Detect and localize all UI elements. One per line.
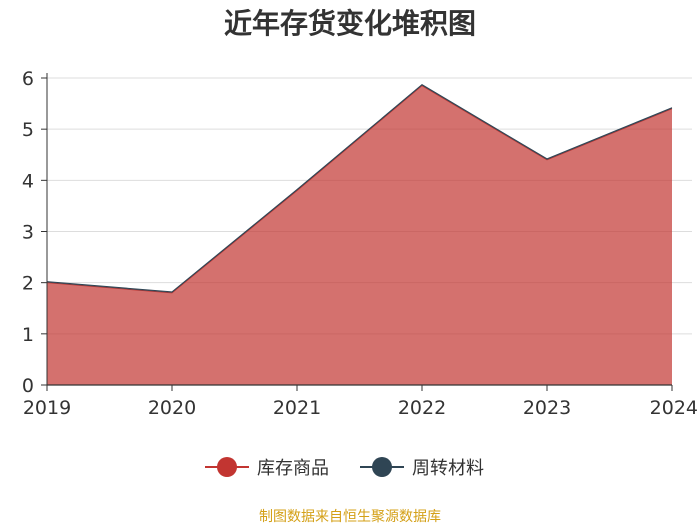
legend-label: 库存商品	[257, 458, 329, 479]
x-tick-label: 2022	[398, 397, 446, 419]
y-tick-label: 6	[22, 68, 34, 90]
y-tick-label: 5	[22, 119, 34, 141]
y-tick-label: 2	[22, 273, 34, 295]
line-series-1	[46, 85, 673, 294]
area-series-1	[47, 85, 672, 386]
x-tick-label: 2023	[523, 397, 571, 419]
y-tick-label: 0	[22, 375, 34, 397]
y-tick-label: 1	[22, 324, 34, 346]
legend-label: 周转材料	[412, 458, 484, 479]
legend-item-2[interactable]: 周转材料	[360, 457, 484, 479]
legend-marker	[217, 457, 237, 477]
line-series-2	[46, 84, 673, 293]
y-tick-label: 4	[22, 170, 34, 192]
legend-marker	[372, 457, 392, 477]
x-tick-labels: 2019 2020 2021 2022 2023 2024	[23, 397, 698, 419]
x-tick-label: 2021	[273, 397, 321, 419]
y-tick-label: 3	[22, 222, 34, 244]
legend[interactable]: 库存商品 周转材料	[205, 457, 484, 479]
x-tick-label: 2020	[148, 397, 196, 419]
axes	[46, 73, 673, 391]
chart-title: 近年存货变化堆积图	[224, 7, 476, 40]
source-note: 制图数据来自恒生聚源数据库	[259, 509, 441, 525]
y-tick-labels: 0 1 2 3 4 5 6	[22, 68, 34, 397]
x-tick-label: 2019	[23, 397, 71, 419]
legend-item-1[interactable]: 库存商品	[205, 457, 329, 479]
x-tick-label: 2024	[650, 397, 698, 419]
series-areas	[46, 84, 673, 386]
